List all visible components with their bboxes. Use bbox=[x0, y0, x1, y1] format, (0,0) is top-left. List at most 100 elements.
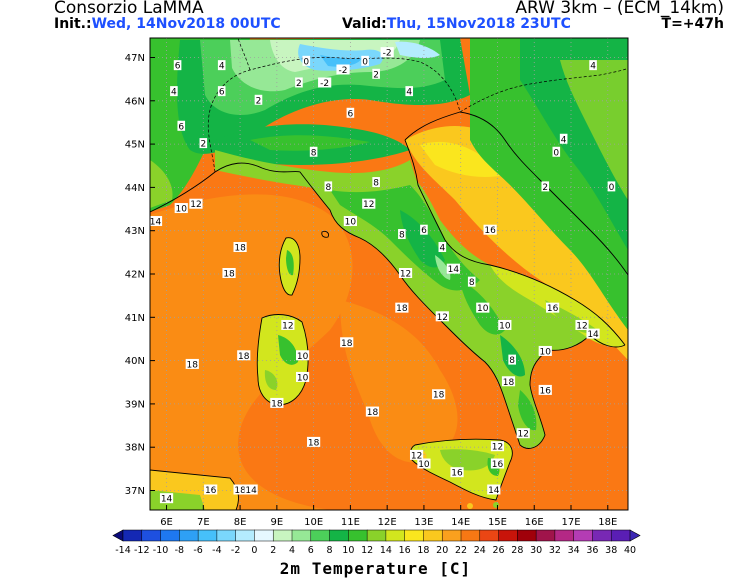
contour-label: 4 bbox=[171, 88, 177, 98]
colorbar-tick-label: -10 bbox=[153, 545, 169, 556]
contour-label: 18 bbox=[396, 304, 408, 314]
contour-label: 14 bbox=[488, 486, 500, 496]
colorbar-segment bbox=[272, 529, 293, 542]
contour-label: 10 bbox=[477, 304, 489, 314]
colorbar-segment bbox=[348, 529, 368, 542]
lat-label: 47N bbox=[125, 53, 145, 64]
contour-label: 6 bbox=[348, 109, 354, 119]
colorbar-tick-label: 4 bbox=[289, 545, 295, 556]
sila bbox=[518, 390, 537, 431]
contour-label-bg bbox=[361, 55, 369, 66]
sicily-inner bbox=[440, 449, 495, 471]
contour-label-bg bbox=[270, 397, 284, 408]
contour-label-bg bbox=[372, 177, 380, 188]
contour-label-bg bbox=[435, 311, 449, 322]
contour-label-bg bbox=[174, 203, 188, 214]
italy-west-coast bbox=[150, 162, 626, 449]
contour-label: 18 bbox=[367, 408, 379, 418]
contour-label-bg bbox=[302, 55, 311, 66]
contour-label: 16 bbox=[547, 304, 559, 314]
contour-label-bg bbox=[159, 493, 174, 504]
colorbar-segment bbox=[573, 529, 593, 542]
contour-label: 14 bbox=[150, 218, 162, 228]
contour-label: 16 bbox=[451, 469, 463, 479]
contour-label-bg bbox=[185, 358, 199, 369]
contour-label: 14 bbox=[448, 265, 460, 275]
colorbar-tick-label: 18 bbox=[417, 545, 429, 556]
colorbar-tick-label: -12 bbox=[134, 545, 150, 556]
gennargentu bbox=[278, 335, 298, 365]
contour-label-bg bbox=[217, 86, 226, 97]
sardinia-coast bbox=[256, 314, 309, 406]
contour-label-bg bbox=[244, 484, 258, 495]
contour-label-bg bbox=[538, 384, 552, 395]
contour-label-bg bbox=[559, 133, 568, 144]
contour-label-bg bbox=[450, 467, 464, 478]
contour-label: 18 bbox=[341, 339, 353, 349]
colorbar-tick-label: 40 bbox=[624, 545, 636, 556]
colorbar-tick-label: 16 bbox=[399, 545, 411, 556]
colorbar-tick-label: -2 bbox=[231, 545, 240, 556]
contour-label: 8 bbox=[311, 148, 317, 158]
lon-label: 8E bbox=[234, 517, 247, 528]
init-time: Init.:Wed, 14Nov2018 00UTC bbox=[54, 16, 281, 32]
colorbar-tick-label: -4 bbox=[212, 545, 221, 556]
org-title: Consorzio LaMMA bbox=[54, 0, 204, 18]
colorbar-segment bbox=[441, 529, 462, 542]
contour-label: 2 bbox=[373, 70, 379, 80]
contour-label-bg bbox=[170, 86, 178, 97]
colorbar-segment bbox=[423, 529, 443, 542]
contour-label-bg bbox=[307, 436, 321, 447]
contour-label-bg bbox=[438, 242, 447, 253]
colorbar-tick-label: 38 bbox=[605, 545, 617, 556]
colorbar-segment bbox=[310, 529, 331, 542]
map-axes: 47N 46N 45N 44N 43N 42N 41N 40N 39N 38N 37N 6E 7E 8E 9… bbox=[125, 53, 618, 528]
lat-label: 38N bbox=[125, 443, 145, 454]
contour-label: 4 bbox=[561, 135, 567, 145]
contour-label: 2 bbox=[296, 79, 302, 89]
colorbar-segment bbox=[517, 529, 537, 542]
contour-label: 12 bbox=[400, 270, 411, 280]
sea-band-west bbox=[150, 194, 353, 510]
colorbar-tick-label: -8 bbox=[175, 545, 184, 556]
contour-label: 4 bbox=[590, 62, 596, 72]
contour-label: 0 bbox=[553, 148, 559, 158]
contour-label: 8 bbox=[325, 183, 331, 193]
contour-label: 14 bbox=[161, 495, 173, 505]
contour-label: 12 bbox=[282, 321, 293, 331]
colorbar-max-arrow bbox=[629, 529, 641, 542]
italy-peninsula bbox=[300, 170, 590, 449]
contour-label-bg bbox=[336, 64, 350, 75]
contour-label: -2 bbox=[383, 49, 392, 59]
contour-label-bg bbox=[309, 146, 318, 157]
contour-label-bg bbox=[204, 484, 218, 495]
po-valley-inner bbox=[250, 135, 370, 151]
balkan-mid bbox=[560, 60, 628, 200]
contour-label-bg bbox=[324, 181, 333, 192]
colorbar-tick-label: 14 bbox=[380, 545, 392, 556]
swiss-border bbox=[237, 38, 251, 71]
colorbar-tick-label: 20 bbox=[436, 545, 448, 556]
colorbar-tick-label: 10 bbox=[342, 545, 354, 556]
lat-label: 43N bbox=[125, 226, 145, 237]
colorbar-segment bbox=[141, 529, 162, 542]
contour-label: 6 bbox=[219, 88, 225, 98]
islet bbox=[493, 502, 499, 508]
colorbar-tick-label: 2 bbox=[270, 545, 276, 556]
contour-label: 2 bbox=[256, 96, 262, 106]
lat-label: 42N bbox=[125, 270, 145, 281]
colorbar-segment bbox=[366, 529, 387, 542]
contour-label: 18 bbox=[234, 486, 246, 496]
contour-label: 10 bbox=[345, 218, 357, 228]
contour-label-bg bbox=[318, 77, 332, 88]
contour-label: 8 bbox=[509, 356, 515, 366]
contour-label: 0 bbox=[303, 57, 309, 67]
init-label: Init.: bbox=[54, 16, 92, 32]
colorbar-tick-label: -14 bbox=[115, 545, 131, 556]
contour-label: 10 bbox=[176, 205, 188, 215]
contour-label-bg bbox=[199, 138, 208, 149]
contour-label: 18 bbox=[238, 352, 250, 362]
contour-label-bg bbox=[508, 354, 516, 365]
contour-label-bg bbox=[395, 302, 409, 313]
